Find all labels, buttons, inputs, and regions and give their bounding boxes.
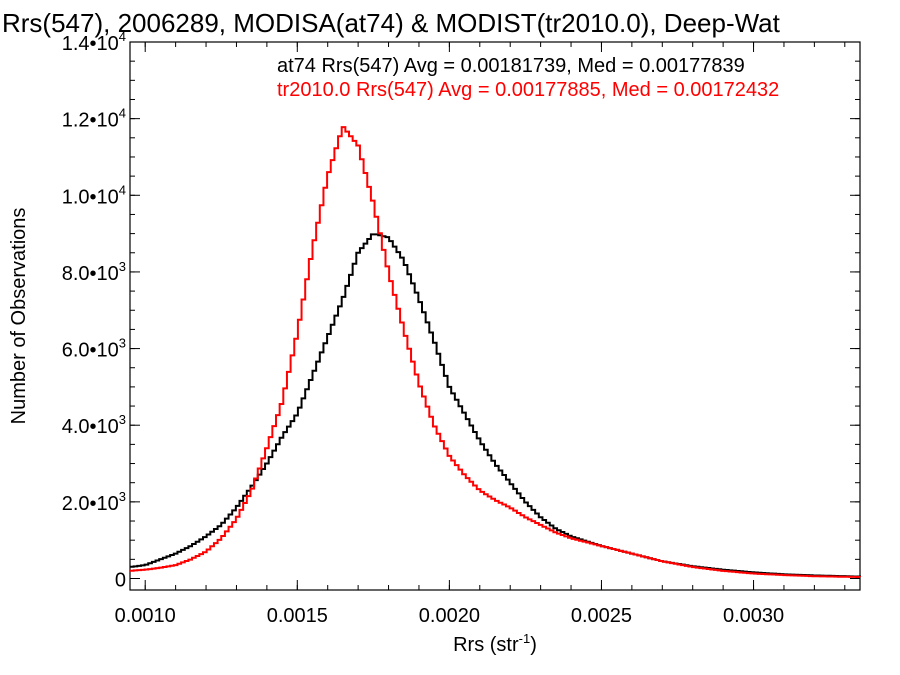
y-tick-label-base: 6.0•10 <box>62 340 119 362</box>
series-tr2010-0 <box>130 126 861 578</box>
y-tick-label-exponent: 3 <box>119 336 126 351</box>
plot-frame <box>129 41 861 591</box>
x-tick-label: 0.0025 <box>571 605 632 627</box>
y-tick-label-base: 2.0•10 <box>62 493 119 515</box>
y-tick-label-base: 1.4•10 <box>62 33 119 55</box>
x-tick-label: 0.0020 <box>419 605 480 627</box>
x-tick-label: 0.0010 <box>115 605 176 627</box>
y-tick-label-exponent: 3 <box>119 412 126 427</box>
y-tick-label-base: 8.0•10 <box>62 263 119 285</box>
x-axis-label: Rrs (str-1) <box>453 631 537 656</box>
x-axis-label-end: ) <box>530 634 537 656</box>
y-tick-label-base: 1.2•10 <box>62 110 119 132</box>
legend-entry: tr2010.0 Rrs(547) Avg = 0.00177885, Med … <box>277 79 779 101</box>
y-tick-label: 4.0•103 <box>62 412 126 438</box>
x-tick-label: 0.0015 <box>267 605 328 627</box>
y-tick-label-base: 0 <box>115 570 126 592</box>
x-tick-label: 0.0030 <box>723 605 784 627</box>
chart-title: Rrs(547), 2006289, MODISA(at74) & MODIST… <box>2 8 781 38</box>
y-tick-label-exponent: 4 <box>119 29 126 44</box>
y-tick-label: 1.2•104 <box>62 106 126 132</box>
y-axis: 02.0•1034.0•1036.0•1038.0•1031.0•1041.2•… <box>62 29 860 592</box>
x-axis: 0.0010 0.0015 0.0020 0.0025 0.0030 <box>115 42 846 627</box>
y-tick-label: 2.0•103 <box>62 489 126 515</box>
y-tick-label-exponent: 3 <box>119 259 126 274</box>
y-tick-label: 0 <box>115 570 126 592</box>
series-group <box>130 126 861 578</box>
y-tick-label-exponent: 4 <box>119 106 126 121</box>
y-tick-label-exponent: 3 <box>119 489 126 504</box>
legend-entry: at74 Rrs(547) Avg = 0.00181739, Med = 0.… <box>277 55 745 77</box>
y-tick-label-base: 4.0•10 <box>62 416 119 438</box>
y-tick-label: 8.0•103 <box>62 259 126 285</box>
y-tick-label: 1.0•104 <box>62 182 126 208</box>
y-tick-label: 6.0•103 <box>62 336 126 362</box>
x-axis-label-main: Rrs (str <box>453 634 519 656</box>
x-axis-label-sup: -1 <box>519 631 531 646</box>
legend: at74 Rrs(547) Avg = 0.00181739, Med = 0.… <box>277 55 779 101</box>
series-at74 <box>130 233 861 578</box>
y-tick-label: 1.4•104 <box>62 29 126 55</box>
y-tick-label-exponent: 4 <box>119 182 126 197</box>
y-tick-label-base: 1.0•10 <box>62 186 119 208</box>
y-axis-label: Number of Observations <box>8 208 30 425</box>
